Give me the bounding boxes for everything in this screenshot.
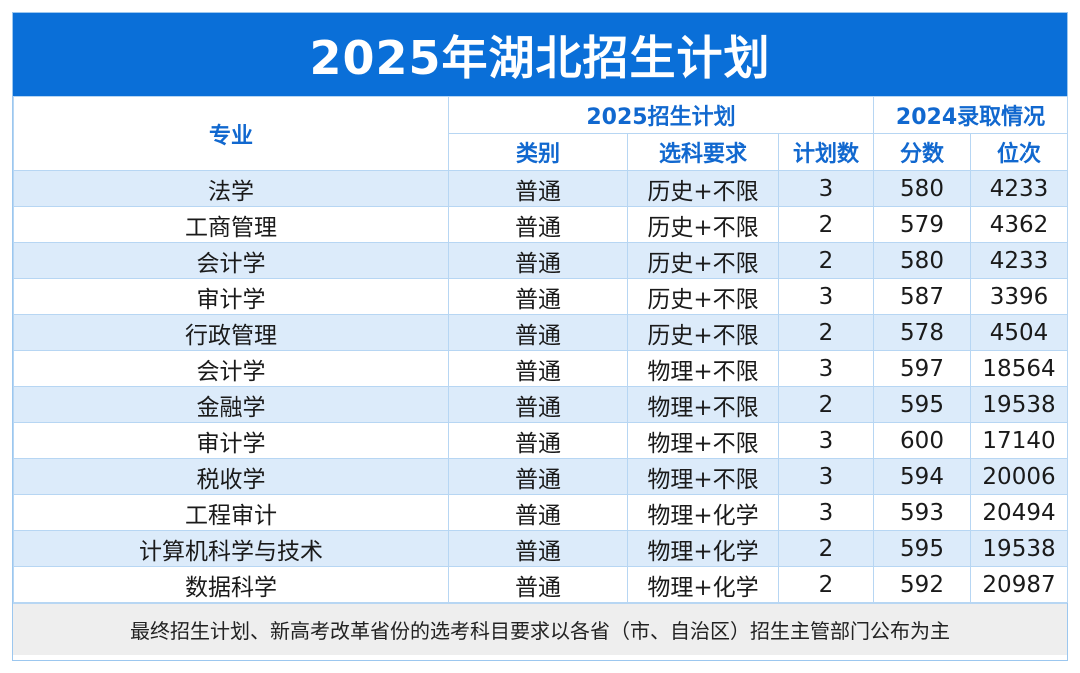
header-plan-count: 计划数 [778, 133, 874, 171]
header-rank: 位次 [969, 133, 1069, 171]
table-body: 法学 普通 历史+不限 3 580 4233 工商管理 普通 历史+不限 2 579 4362 会计学普… [13, 170, 1069, 603]
cell-score: 580 [873, 170, 971, 207]
table-row: 计算机科学与技术 普通 物理+化学 2 595 19538 [13, 530, 1069, 567]
cell-rank: 4233 [969, 242, 1069, 279]
cell-rank: 4233 [969, 170, 1069, 207]
cell-subjects: 历史+不限 [627, 278, 779, 315]
header-score: 分数 [873, 133, 971, 171]
cell-major: 审计学 [13, 278, 449, 315]
table-row: 工商管理 普通 历史+不限 2 579 4362 [13, 206, 1069, 243]
table-header: 专业 2025招生计划 2024录取情况 类别 选科要求 计划数 分数 位次 [13, 96, 1069, 171]
header-category: 类别 [448, 133, 628, 171]
cell-score: 597 [873, 350, 971, 387]
footer-note: 最终招生计划、新高考改革省份的选考科目要求以各省（市、自治区）招生主管部门公布为… [13, 603, 1067, 655]
cell-subjects: 历史+不限 [627, 242, 779, 279]
table-row: 金融学 普通 物理+不限 2 595 19538 [13, 386, 1069, 423]
cell-subjects: 物理+不限 [627, 350, 779, 387]
cell-score: 594 [873, 458, 971, 495]
cell-score: 592 [873, 566, 971, 603]
table-row: 法学 普通 历史+不限 3 580 4233 [13, 170, 1069, 207]
cell-category: 普通 [448, 314, 628, 351]
cell-plan-count: 2 [778, 386, 874, 423]
cell-major: 会计学 [13, 350, 449, 387]
cell-plan-count: 2 [778, 530, 874, 567]
cell-score: 579 [873, 206, 971, 243]
cell-score: 595 [873, 386, 971, 423]
cell-major: 金融学 [13, 386, 449, 423]
cell-plan-count: 3 [778, 494, 874, 531]
header-subjects: 选科要求 [627, 133, 779, 171]
cell-category: 普通 [448, 242, 628, 279]
cell-major: 审计学 [13, 422, 449, 459]
cell-plan-count: 2 [778, 314, 874, 351]
cell-major: 数据科学 [13, 566, 449, 603]
cell-score: 580 [873, 242, 971, 279]
cell-rank: 20987 [969, 566, 1069, 603]
page-title: 2025年湖北招生计划 [13, 13, 1067, 96]
cell-major: 工商管理 [13, 206, 449, 243]
cell-plan-count: 3 [778, 170, 874, 207]
cell-rank: 3396 [969, 278, 1069, 315]
table-row: 工程审计 普通 物理+化学 3 593 20494 [13, 494, 1069, 531]
cell-score: 593 [873, 494, 971, 531]
cell-rank: 18564 [969, 350, 1069, 387]
cell-subjects: 物理+化学 [627, 566, 779, 603]
cell-category: 普通 [448, 458, 628, 495]
cell-category: 普通 [448, 530, 628, 567]
cell-plan-count: 3 [778, 278, 874, 315]
cell-subjects: 物理+化学 [627, 530, 779, 567]
cell-subjects: 物理+不限 [627, 386, 779, 423]
header-admit-group: 2024录取情况 [872, 96, 1069, 134]
cell-subjects: 历史+不限 [627, 170, 779, 207]
cell-major: 计算机科学与技术 [13, 530, 449, 567]
cell-subjects: 物理+不限 [627, 458, 779, 495]
table-row: 行政管理 普通 历史+不限 2 578 4504 [13, 314, 1069, 351]
cell-major: 行政管理 [13, 314, 449, 351]
cell-major: 会计学 [13, 242, 449, 279]
cell-score: 587 [873, 278, 971, 315]
table-row: 税收学 普通 物理+不限 3 594 20006 [13, 458, 1069, 495]
cell-plan-count: 2 [778, 242, 874, 279]
cell-rank: 19538 [969, 530, 1069, 567]
cell-rank: 4362 [969, 206, 1069, 243]
cell-category: 普通 [448, 566, 628, 603]
header-major: 专业 [13, 96, 449, 171]
cell-major: 税收学 [13, 458, 449, 495]
cell-score: 578 [873, 314, 971, 351]
cell-subjects: 历史+不限 [627, 314, 779, 351]
cell-category: 普通 [448, 278, 628, 315]
cell-major: 法学 [13, 170, 449, 207]
cell-category: 普通 [448, 386, 628, 423]
table-row: 数据科学 普通 物理+化学 2 592 20987 [13, 566, 1069, 603]
cell-category: 普通 [448, 170, 628, 207]
cell-score: 595 [873, 530, 971, 567]
cell-rank: 4504 [969, 314, 1069, 351]
table-row: 会计学 普通 物理+不限 3 597 18564 [13, 350, 1069, 387]
cell-plan-count: 2 [778, 206, 874, 243]
cell-plan-count: 3 [778, 350, 874, 387]
cell-category: 普通 [448, 350, 628, 387]
plan-card: 2025年湖北招生计划 专业 2025招生计划 2024录取情况 类别 选科要求… [12, 12, 1069, 661]
cell-subjects: 物理+不限 [627, 422, 779, 459]
cell-plan-count: 3 [778, 458, 874, 495]
cell-subjects: 物理+化学 [627, 494, 779, 531]
header-plan-group: 2025招生计划 [448, 96, 874, 134]
cell-plan-count: 2 [778, 566, 874, 603]
cell-rank: 20006 [969, 458, 1069, 495]
cell-rank: 20494 [969, 494, 1069, 531]
cell-rank: 17140 [969, 422, 1069, 459]
cell-category: 普通 [448, 422, 628, 459]
table-row: 审计学 普通 历史+不限 3 587 3396 [13, 278, 1069, 315]
cell-score: 600 [873, 422, 971, 459]
table-row: 会计学 普通 历史+不限 2 580 4233 [13, 242, 1069, 279]
cell-plan-count: 3 [778, 422, 874, 459]
cell-subjects: 历史+不限 [627, 206, 779, 243]
cell-major: 工程审计 [13, 494, 449, 531]
cell-category: 普通 [448, 206, 628, 243]
admission-table: 专业 2025招生计划 2024录取情况 类别 选科要求 计划数 分数 位次 法… [13, 96, 1069, 603]
cell-category: 普通 [448, 494, 628, 531]
cell-rank: 19538 [969, 386, 1069, 423]
table-row: 审计学 普通 物理+不限 3 600 17140 [13, 422, 1069, 459]
